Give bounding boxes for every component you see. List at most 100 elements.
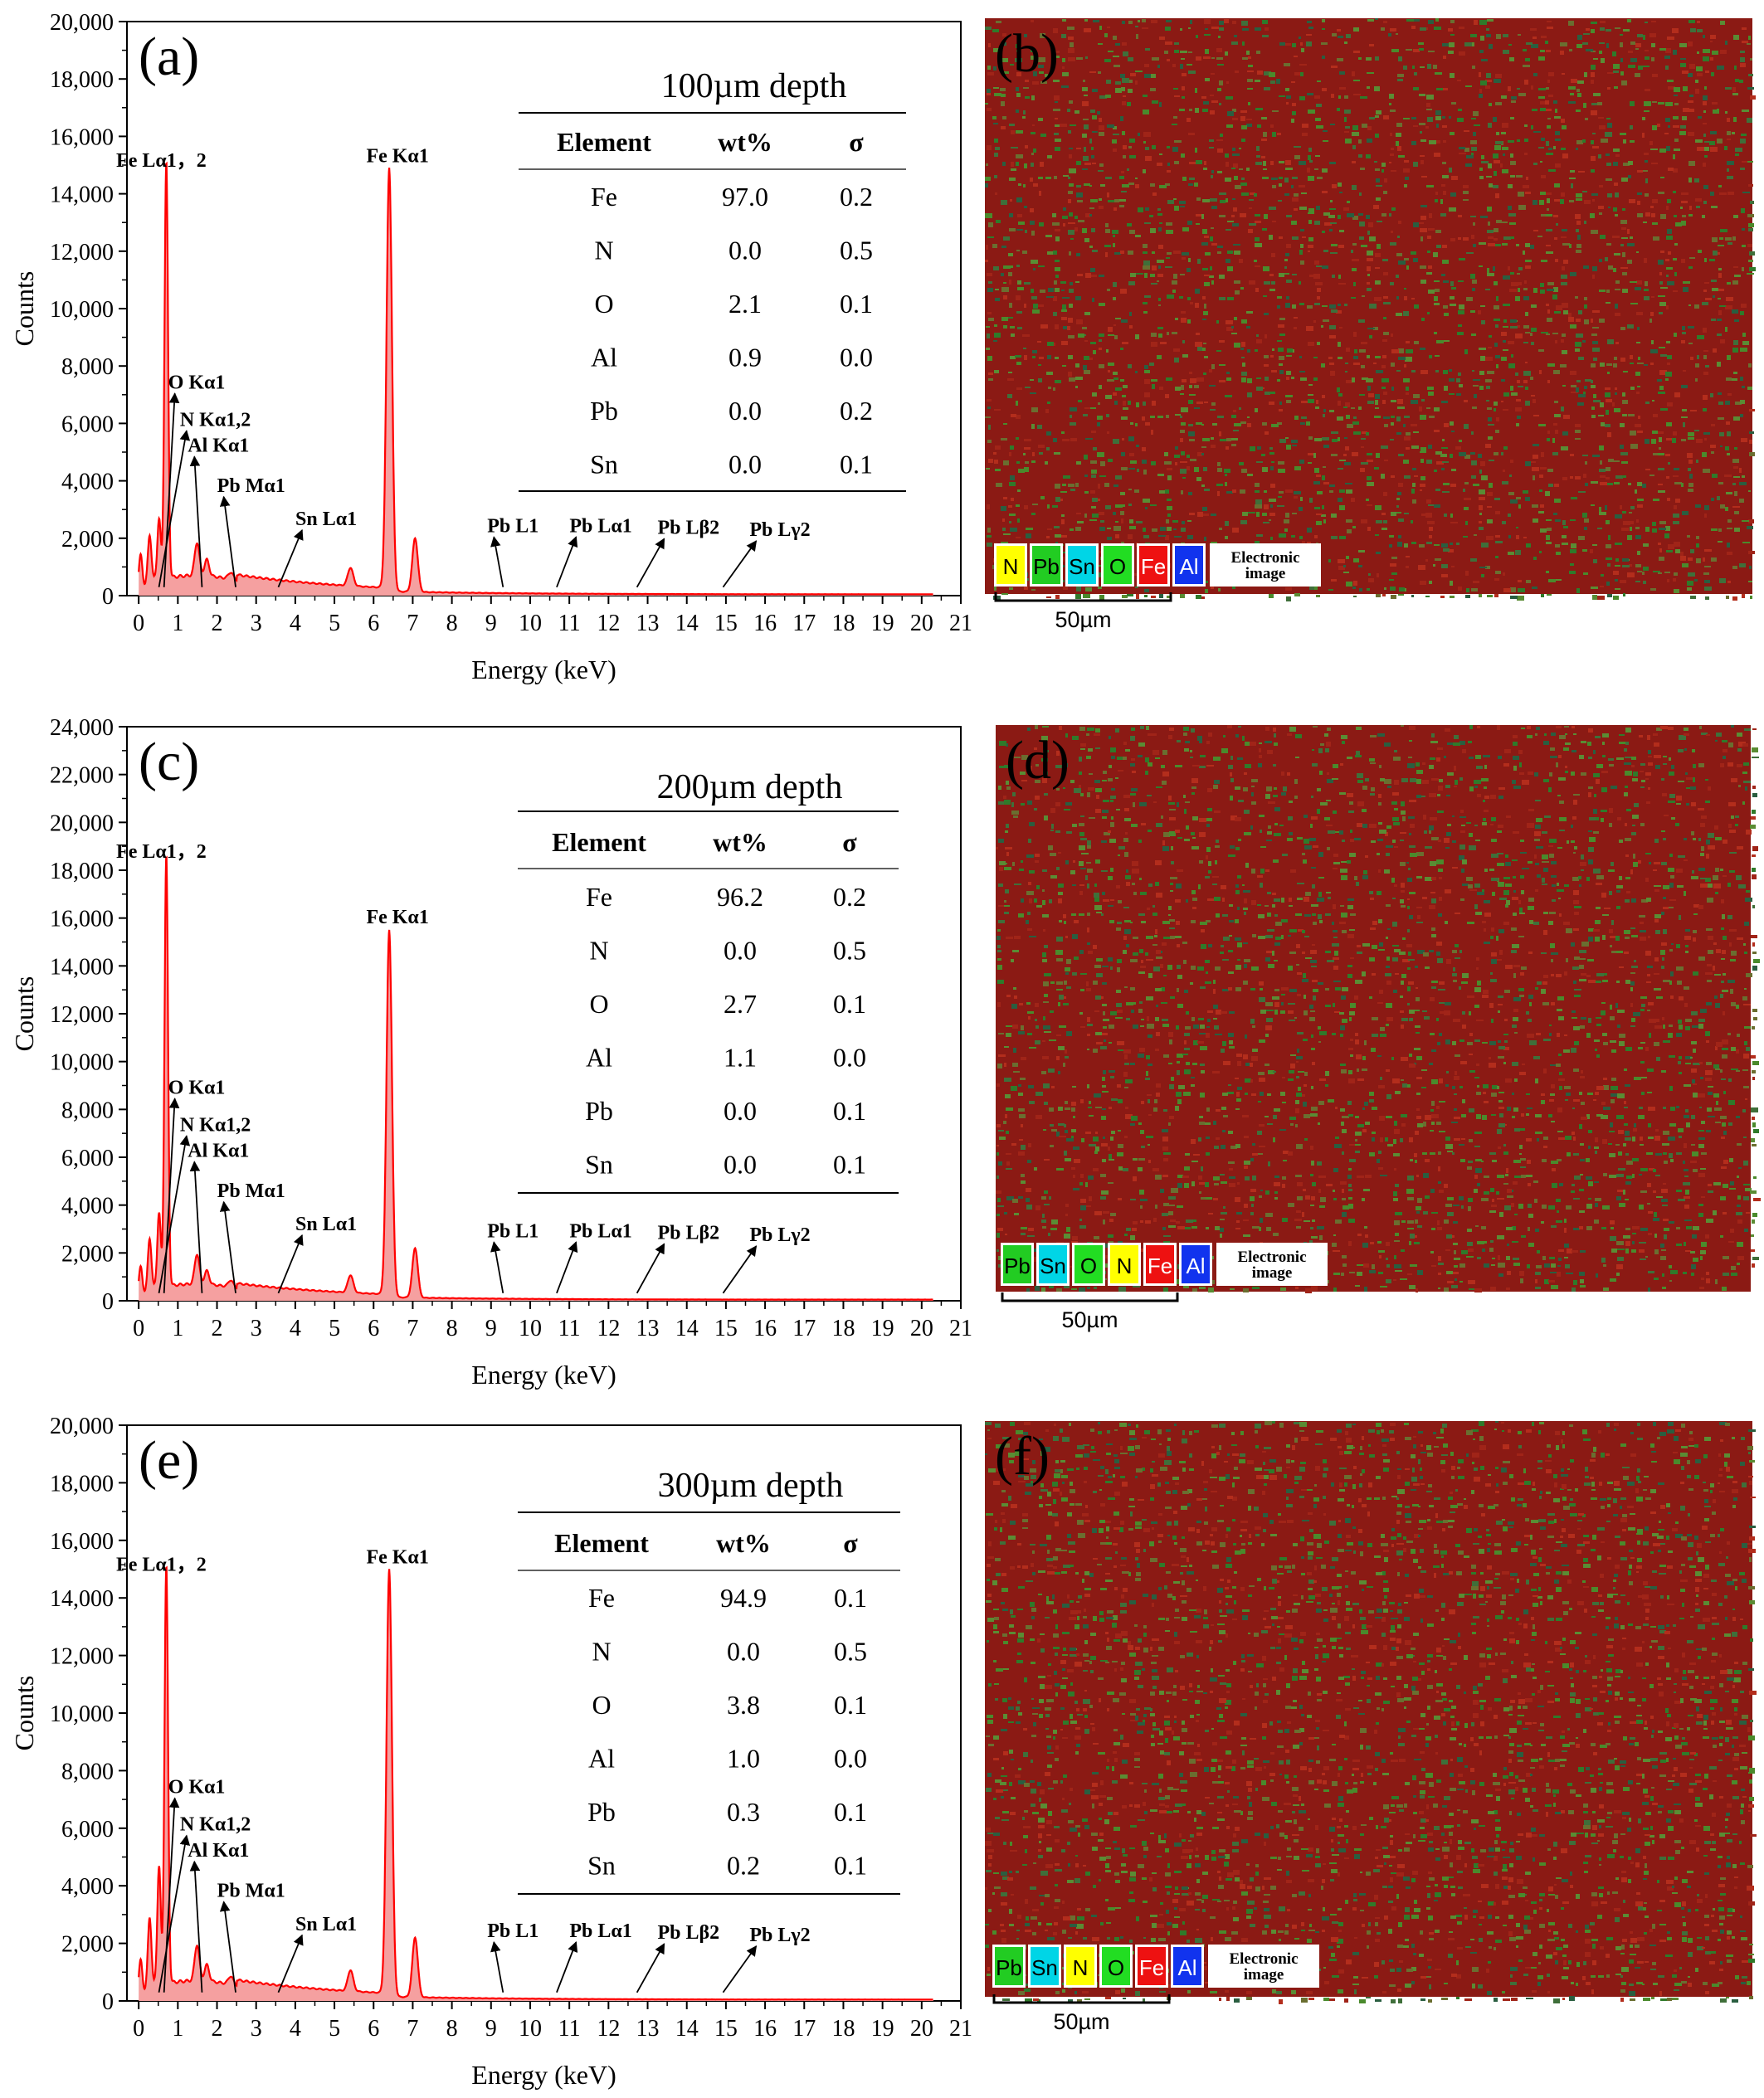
peak-label: Al Kα1 [188,1840,249,1862]
legend-element-label: Sn [1040,1253,1066,1278]
x-tick-label: 20 [910,1316,933,1341]
x-tick-label: 12 [597,1316,620,1341]
spectrum-line [138,1565,933,2001]
x-tick-label: 3 [251,2016,262,2042]
legend-element-label: O [1080,1253,1097,1278]
table-cell-sigma: 0.2 [833,882,866,912]
table-cell-sigma: 0.1 [834,1797,867,1827]
x-tick-label: 16 [753,1316,777,1341]
legend-element-label: O [1109,554,1126,579]
table-cell-element: Sn [587,1851,616,1881]
table-cell-wt: 0.0 [724,1096,757,1126]
table-cell-element: Fe [586,882,612,912]
x-tick-label: 8 [446,1316,458,1341]
legend-element-label: Sn [1069,554,1095,579]
x-tick-label: 0 [133,611,144,636]
x-tick-label: 18 [831,1316,855,1341]
y-tick-label: 12,000 [50,1644,114,1670]
legend-element-label: Al [1177,1955,1196,1980]
peak-label: Pb Lγ2 [749,519,810,541]
map-speckle [986,19,1753,601]
peak-label: Fe Kα1 [366,145,428,167]
x-tick-label: 11 [558,1316,581,1341]
legend-swatch [1032,546,1060,584]
peak-arrow [219,1901,236,1993]
x-tick-label: 12 [597,2016,620,2042]
y-tick-label: 14,000 [50,183,114,208]
y-axis-title: Counts [9,976,39,1052]
legend-swatch [1104,546,1132,584]
table-cell-element: N [594,236,613,265]
table-cell-element: Pb [590,396,618,426]
y-tick-label: 10,000 [50,1050,114,1076]
x-axis-title: Energy (keV) [471,655,616,684]
x-tick-label: 8 [446,611,458,636]
y-tick-label: 16,000 [50,907,114,932]
legend-swatch [995,1947,1023,1985]
legend-electronic-label: image [1245,565,1286,582]
x-tick-label: 10 [519,611,542,636]
legend-electronic-label: Electronic [1230,549,1299,567]
table-cell-wt: 2.7 [724,989,757,1019]
peak-label: Sn Lα1 [295,509,357,530]
table-cell-sigma: 0.1 [833,1150,866,1180]
peak-arrow [277,528,304,588]
table-cell-sigma: 0.5 [834,1637,867,1667]
peak-label: Pb L1 [487,1220,538,1242]
x-tick-label: 7 [407,1316,418,1341]
peak-label: Pb Mα1 [217,475,285,497]
x-tick-label: 5 [329,1316,340,1341]
table-cell-element: Al [588,1744,615,1774]
peak-arrow [277,1934,304,1993]
legend-element-label: Al [1179,554,1198,579]
eds-map-image [985,1421,1757,2004]
table-cell-sigma: 0.2 [840,396,873,426]
legend-swatch [1039,1245,1067,1283]
x-tick-label: 4 [290,611,301,636]
peak-label: Pb Lβ2 [657,517,719,538]
legend-element-label: Fe [1141,554,1166,579]
table-cell-wt: 2.1 [729,289,762,319]
x-tick-label: 18 [831,2016,855,2042]
map-background [985,18,1752,594]
x-tick-label: 11 [558,611,581,636]
scale-bar [1001,1292,1179,1302]
peak-arrow [490,1241,504,1293]
table-cell-wt: 0.0 [727,1637,760,1667]
x-tick-label: 2 [212,611,223,636]
peak-label: Sn Lα1 [295,1214,357,1235]
y-tick-label: 12,000 [50,240,114,265]
x-tick-label: 2 [212,2016,223,2042]
y-tick-label: 12,000 [50,1002,114,1028]
y-tick-label: 18,000 [50,1471,114,1497]
legend-element-label: O [1108,1955,1124,1980]
peak-arrow [722,1245,758,1294]
table-header: wt% [716,1528,771,1558]
legend-swatch [1173,1947,1201,1985]
legend-swatch [1146,1245,1174,1283]
table-header: Element [554,1528,649,1558]
x-tick-label: 20 [910,611,933,636]
table-cell-wt: 1.1 [724,1043,757,1073]
panel-label: (d) [1006,730,1070,791]
table-cell-element: Fe [588,1583,615,1613]
y-tick-label: 8,000 [61,1759,114,1784]
legend-swatch [1066,1947,1094,1985]
x-tick-label: 4 [290,2016,301,2042]
x-tick-label: 17 [792,1316,816,1341]
legend-electronic-box [1208,1945,1319,1988]
table-cell-sigma: 0.1 [840,289,873,319]
x-tick-label: 5 [329,611,340,636]
legend-electronic-label: Electronic [1229,1950,1298,1968]
x-tick-label: 9 [485,2016,497,2042]
legend-element-label: Al [1186,1253,1205,1278]
x-axis-title: Energy (keV) [471,1360,616,1390]
x-axis-title: Energy (keV) [471,2060,616,2090]
x-tick-label: 21 [949,1316,972,1341]
table-cell-sigma: 0.0 [834,1744,867,1774]
y-tick-label: 10,000 [50,297,114,323]
peak-label: Pb L1 [487,1920,538,1942]
x-tick-label: 10 [519,2016,542,2042]
